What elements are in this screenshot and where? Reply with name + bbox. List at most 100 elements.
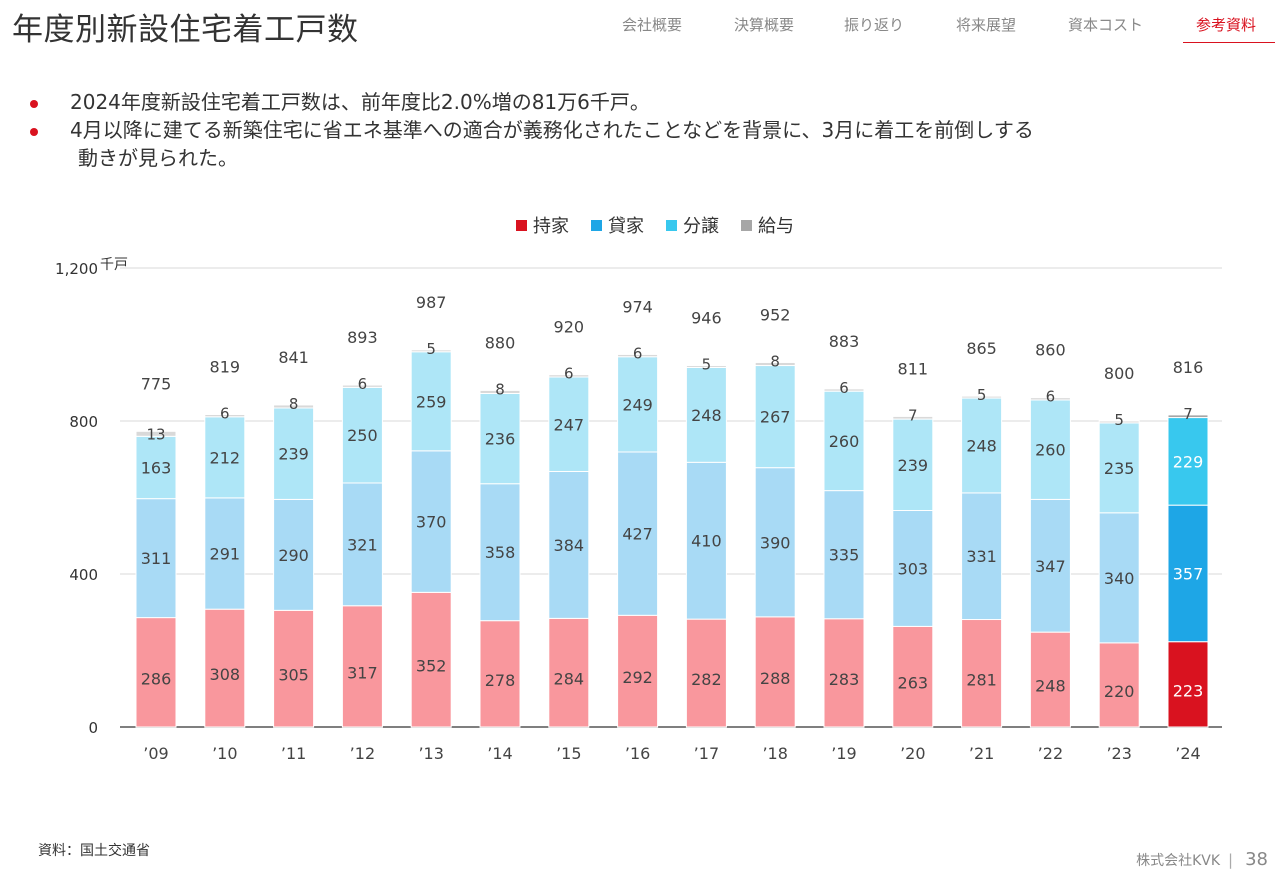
data-label: 260 <box>1035 441 1066 460</box>
total-label: 841 <box>278 348 309 367</box>
data-label: 248 <box>966 436 997 455</box>
legend-label: 持家 <box>533 216 569 237</box>
data-label: 357 <box>1173 564 1204 583</box>
bar-segment <box>1098 420 1140 424</box>
data-label: 281 <box>966 670 997 689</box>
data-label: 358 <box>485 543 516 562</box>
y-tick-label: 800 <box>69 413 98 431</box>
total-label: 800 <box>1104 364 1135 383</box>
total-label: 946 <box>691 309 722 328</box>
total-label: 775 <box>141 374 172 393</box>
data-label: 347 <box>1035 557 1066 576</box>
legend-item-rental: 貸家 <box>591 212 644 238</box>
nav-tab-company[interactable]: 会社概要 <box>622 16 683 34</box>
legend-label: 分譲 <box>683 216 719 237</box>
bar-segment <box>685 618 727 728</box>
total-label: 819 <box>210 357 241 376</box>
data-label: 311 <box>141 549 172 568</box>
bar-segment <box>1167 414 1209 419</box>
data-label: 239 <box>278 445 309 464</box>
data-label-small: 13 <box>146 425 165 443</box>
bar-segment <box>754 467 796 618</box>
nav-tab-reference[interactable]: 参考資料 <box>1196 16 1257 34</box>
bar-segment <box>823 388 865 392</box>
nav-tab-financials[interactable]: 決算概要 <box>734 16 795 34</box>
data-label: 305 <box>278 666 309 685</box>
y-unit-label: 千戸 <box>100 257 128 273</box>
total-label: 860 <box>1035 341 1066 360</box>
bar-segment <box>1029 399 1071 500</box>
data-label: 249 <box>622 395 653 414</box>
bar-segment <box>1167 641 1209 728</box>
total-label: 893 <box>347 328 378 347</box>
bar-segment <box>1167 417 1209 506</box>
bar-segment <box>410 349 452 353</box>
data-label-small: 5 <box>1114 411 1124 429</box>
bar-segment <box>410 591 452 728</box>
data-label: 267 <box>760 408 791 427</box>
bar-segment <box>341 386 383 484</box>
data-label: 317 <box>347 663 378 682</box>
legend-swatch <box>516 219 527 231</box>
bar-segment <box>548 470 590 619</box>
data-label-small: 6 <box>839 379 849 397</box>
bar-segment <box>204 413 246 418</box>
footer: 株式会社KVK | 38 <box>1136 849 1268 870</box>
bar-segment <box>892 415 934 420</box>
bullet-text-line1: 4月以降に建てる新築住宅に省エネ基準への適合が義務化されたことなどを背景に、3月… <box>70 118 1034 142</box>
bar-segment <box>204 497 246 610</box>
bar-segment <box>1029 631 1071 728</box>
bar-segment <box>135 435 177 500</box>
bar-segment <box>273 404 315 409</box>
legend-swatch <box>591 219 602 231</box>
x-tick-label: ’10 <box>212 744 237 763</box>
data-label: 282 <box>691 670 722 689</box>
bar-segment <box>1098 512 1140 644</box>
x-tick-label: ’20 <box>900 744 925 763</box>
y-tick-label: 1,200 <box>55 260 98 278</box>
data-label: 290 <box>278 546 309 565</box>
data-label: 212 <box>210 448 241 467</box>
legend-label: 貸家 <box>608 216 644 237</box>
data-label-small: 8 <box>495 380 505 398</box>
data-label-small: 5 <box>977 386 987 404</box>
bar-segment <box>479 389 521 394</box>
bar-segment <box>617 353 659 358</box>
total-label: 865 <box>966 339 997 358</box>
bar-segment <box>341 384 383 388</box>
data-label-small: 7 <box>908 406 918 424</box>
data-label-small: 6 <box>1046 388 1056 406</box>
x-tick-label: ’19 <box>831 744 856 763</box>
data-label-small: 8 <box>289 395 299 413</box>
bar-segment <box>617 356 659 453</box>
nav-tab-outlook[interactable]: 将来展望 <box>956 16 1017 34</box>
total-label: 880 <box>485 333 516 352</box>
y-tick-label: 400 <box>69 566 98 584</box>
data-label-small: 6 <box>220 404 230 422</box>
bar-segment <box>892 625 934 728</box>
data-label: 263 <box>898 674 929 693</box>
bar-segment <box>961 395 1003 399</box>
legend-item-owner: 持家 <box>516 212 569 238</box>
total-label: 974 <box>622 297 653 316</box>
x-tick-label: ’24 <box>1175 744 1200 763</box>
bar-segment <box>754 365 796 469</box>
bar-segment <box>341 482 383 607</box>
data-label: 236 <box>485 430 516 449</box>
nav-tab-review[interactable]: 振り返り <box>844 16 905 34</box>
bar-segment <box>823 618 865 728</box>
nav-tab-capital-cost[interactable]: 資本コスト <box>1068 16 1144 34</box>
bar-segment <box>341 605 383 728</box>
data-label: 259 <box>416 392 447 411</box>
legend-swatch <box>741 219 752 231</box>
bar-segment <box>410 351 452 452</box>
data-label: 248 <box>1035 677 1066 696</box>
source-note: 資料：国土交通省 <box>38 843 150 859</box>
total-label: 952 <box>760 305 791 324</box>
data-label: 384 <box>554 536 585 555</box>
bar-segment <box>892 418 934 512</box>
data-label: 288 <box>760 669 791 688</box>
bar-segment <box>1167 504 1209 643</box>
data-label: 284 <box>554 670 585 689</box>
